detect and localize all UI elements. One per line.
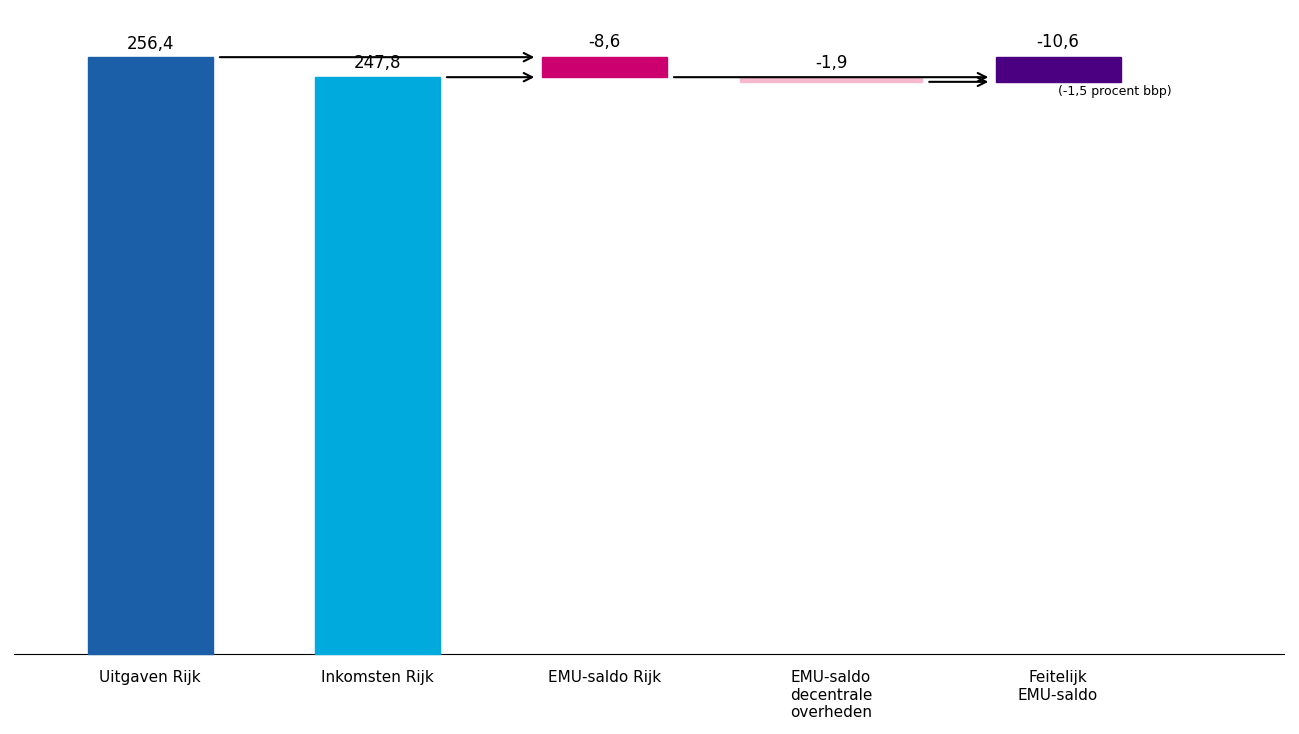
Text: 247,8: 247,8 bbox=[353, 54, 401, 72]
Bar bbox=[995, 57, 1121, 81]
Bar bbox=[314, 77, 439, 654]
Text: 256,4: 256,4 bbox=[126, 35, 174, 54]
Text: (-1,5 procent bbp): (-1,5 procent bbp) bbox=[1059, 85, 1172, 98]
Text: -1,9: -1,9 bbox=[814, 54, 847, 72]
Bar bbox=[740, 77, 922, 81]
Bar bbox=[542, 57, 666, 77]
Text: -10,6: -10,6 bbox=[1037, 33, 1079, 51]
Bar bbox=[87, 57, 213, 654]
Text: -8,6: -8,6 bbox=[588, 33, 620, 51]
